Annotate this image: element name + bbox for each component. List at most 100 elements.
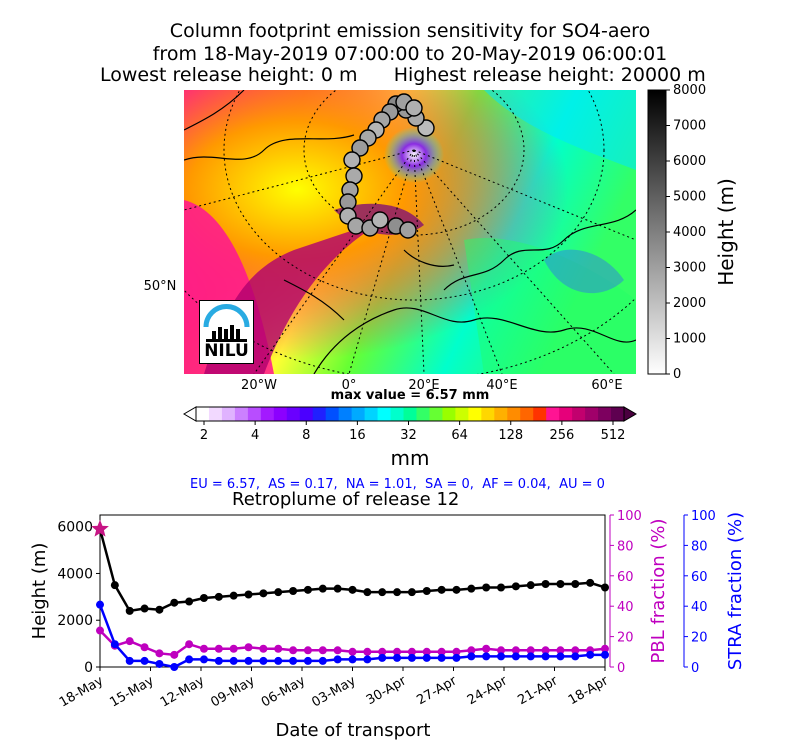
pbl-series-point — [96, 626, 104, 635]
max-value-label: max value = 6.57 mm — [330, 388, 490, 403]
emission-colorbar-segment — [455, 407, 469, 421]
emission-colorbar-frame — [195, 406, 625, 422]
emission-colorbar-segment — [325, 407, 340, 421]
pbl-series-point — [437, 647, 446, 656]
graticule — [184, 90, 636, 374]
pbl-series-point — [229, 644, 238, 653]
left-axis-tick-label: 6000 — [57, 520, 93, 536]
stra-series-point — [378, 653, 387, 662]
stra-series-point — [199, 655, 208, 664]
x-axis-tick-label: 03-May — [309, 673, 358, 710]
lon-label: 20°W — [241, 378, 277, 393]
coastlines — [184, 90, 636, 374]
trajectory-markers — [339, 93, 435, 239]
height-series-point — [274, 588, 283, 597]
height-series-point — [244, 590, 253, 599]
region-sensitivities: EU = 6.57, AS = 0.17, NA = 1.01, SA = 0,… — [190, 477, 605, 492]
pbl-axis-tick-label: 60 — [617, 570, 634, 585]
height-series-point — [125, 606, 134, 615]
stra-series-point — [586, 650, 595, 659]
pbl-series-point — [348, 647, 357, 656]
emission-colorbar — [183, 406, 637, 422]
nilu-logo-text: NILU — [204, 341, 249, 361]
pbl-series-point — [452, 647, 461, 656]
pbl-series-point — [185, 640, 194, 649]
height-colorbar — [647, 89, 667, 375]
emission-colorbar-segment — [286, 407, 301, 421]
stra-series-point — [274, 656, 283, 665]
pbl-series-point — [393, 647, 402, 656]
height-series-point — [452, 585, 461, 594]
height-series-point — [289, 587, 298, 595]
height-series-point — [185, 597, 194, 606]
emission-colorbar-tick-label: 2 — [200, 428, 208, 443]
x-axis-tick-label: 18-May — [57, 673, 106, 710]
x-axis-label: Date of transport — [276, 720, 431, 741]
footprint-map — [184, 90, 636, 374]
height-series-point — [511, 582, 520, 591]
emission-colorbar-segment — [559, 407, 573, 421]
stra-series-point — [393, 653, 402, 662]
emission-colorbar-segment — [481, 407, 495, 421]
pbl-series-point — [601, 644, 609, 653]
pbl-axis-tick-label: 80 — [617, 539, 634, 554]
height-series-point — [259, 589, 268, 598]
lon-label: 60°E — [591, 378, 622, 393]
pbl-series-point — [378, 647, 387, 656]
emission-colorbar-max-arrow — [623, 406, 637, 422]
height-series-point — [586, 578, 595, 587]
stra-series-point — [437, 653, 446, 662]
x-axis-tick-label: 09-May — [208, 673, 257, 710]
title-line-1: Column footprint emission sensitivity fo… — [169, 20, 651, 42]
height-colorbar-ticks: 0 1000 2000 3000 4000 5000 6000 7000 8000 — [666, 83, 706, 382]
height-colorbar-tick-label: 6000 — [673, 154, 706, 169]
emission-colorbar-segment — [429, 407, 443, 421]
emission-colorbar-tick-label: 256 — [549, 428, 574, 443]
emission-colorbar-segment — [520, 407, 534, 421]
height-series-line — [98, 528, 606, 613]
emission-colorbar-segment — [247, 407, 262, 421]
stra-series-point — [511, 652, 520, 661]
lon-label: 0° — [342, 378, 357, 393]
pbl-series-point — [333, 646, 342, 655]
pbl-series-point — [274, 644, 283, 653]
stra-series-point — [407, 653, 416, 662]
stra-series-point — [333, 655, 342, 664]
pbl-axis-tick-label: 40 — [617, 600, 634, 615]
stra-series-point — [571, 652, 580, 661]
emission-colorbar-segment — [273, 407, 288, 421]
height-series-point — [214, 592, 223, 601]
pbl-series-point — [259, 644, 268, 653]
emission-colorbar-segment — [221, 407, 236, 421]
pbl-series-point — [170, 650, 179, 659]
stra-series-point — [303, 656, 312, 665]
stra-series-point — [185, 655, 194, 664]
emission-colorbar-segment — [208, 407, 223, 421]
height-series-point — [318, 584, 327, 593]
height-series-point — [556, 579, 565, 588]
left-axis-tick-label: 0 — [84, 660, 93, 676]
pbl-series-point — [140, 643, 149, 652]
pbl-series-point — [289, 646, 298, 655]
emission-colorbar-tick-label: 16 — [349, 428, 366, 443]
pbl-series-point — [363, 647, 372, 656]
x-axis-tick-label: 12-May — [158, 673, 207, 710]
emission-colorbar-segment — [585, 407, 599, 421]
emission-colorbar-tick-label: 4 — [251, 428, 259, 443]
stra-series-point — [259, 656, 268, 665]
emission-colorbar-segment — [403, 407, 417, 421]
height-colorbar-label: Height (m) — [714, 178, 738, 286]
height-series-point — [199, 594, 208, 603]
emission-colorbar-segment — [468, 407, 482, 421]
stra-series-point — [244, 656, 253, 665]
emission-colorbar-segment — [299, 407, 314, 421]
nilu-logo-graphic — [203, 304, 250, 342]
height-series-point — [378, 588, 387, 597]
pbl-axis-tick-label: 0 — [617, 661, 625, 676]
emission-colorbar-tick-label: 32 — [400, 428, 417, 443]
pbl-series-point — [497, 646, 506, 655]
height-colorbar-tick-label: 4000 — [673, 225, 706, 240]
emission-colorbar-unit: mm — [390, 446, 430, 470]
pbl-series-point — [422, 647, 431, 656]
